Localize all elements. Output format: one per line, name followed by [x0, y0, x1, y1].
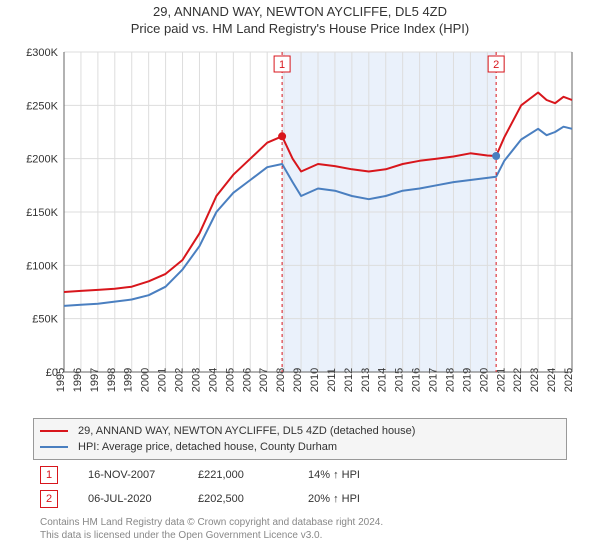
svg-text:1999: 1999 [123, 368, 135, 392]
svg-text:2008: 2008 [275, 368, 287, 392]
svg-text:2015: 2015 [394, 368, 406, 392]
attribution-line: This data is licensed under the Open Gov… [40, 529, 560, 542]
svg-text:2021: 2021 [495, 368, 507, 392]
svg-text:2018: 2018 [444, 368, 456, 392]
svg-text:2014: 2014 [377, 368, 389, 392]
sale-price: £202,500 [198, 493, 278, 505]
svg-text:2020: 2020 [478, 368, 490, 392]
svg-text:2019: 2019 [461, 368, 473, 392]
price-chart: £0£50K£100K£150K£200K£250K£300K199519961… [20, 42, 580, 412]
attribution-line: Contains HM Land Registry data © Crown c… [40, 516, 560, 529]
legend-item: HPI: Average price, detached house, Coun… [40, 439, 560, 455]
legend-label: HPI: Average price, detached house, Coun… [78, 439, 337, 455]
sale-date: 06-JUL-2020 [88, 493, 168, 505]
svg-text:1996: 1996 [72, 368, 84, 392]
svg-text:1: 1 [279, 59, 285, 71]
svg-text:2006: 2006 [241, 368, 253, 392]
svg-text:£200K: £200K [26, 154, 58, 166]
svg-text:1997: 1997 [89, 368, 101, 392]
table-row: 1 16-NOV-2007 £221,000 14% ↑ HPI [40, 466, 560, 484]
sale-delta: 20% ↑ HPI [308, 493, 388, 505]
svg-text:2017: 2017 [428, 368, 440, 392]
marker-badge: 2 [40, 490, 58, 508]
legend-swatch [40, 446, 68, 448]
svg-text:2: 2 [493, 59, 499, 71]
svg-text:2001: 2001 [157, 368, 169, 392]
svg-text:£300K: £300K [26, 47, 58, 59]
svg-text:2009: 2009 [292, 368, 304, 392]
legend-item: 29, ANNAND WAY, NEWTON AYCLIFFE, DL5 4ZD… [40, 423, 560, 439]
page-subtitle: Price paid vs. HM Land Registry's House … [0, 21, 600, 36]
svg-text:2016: 2016 [411, 368, 423, 392]
legend: 29, ANNAND WAY, NEWTON AYCLIFFE, DL5 4ZD… [33, 418, 567, 460]
svg-text:2022: 2022 [512, 368, 524, 392]
svg-text:2013: 2013 [360, 368, 372, 392]
sale-delta: 14% ↑ HPI [308, 469, 388, 481]
svg-text:2012: 2012 [343, 368, 355, 392]
svg-text:2025: 2025 [563, 368, 575, 392]
svg-text:£250K: £250K [26, 100, 58, 112]
svg-text:2010: 2010 [309, 368, 321, 392]
svg-text:£50K: £50K [32, 314, 58, 326]
marker-badge: 1 [40, 466, 58, 484]
svg-text:1998: 1998 [106, 368, 118, 392]
svg-text:2007: 2007 [258, 368, 270, 392]
sale-price: £221,000 [198, 469, 278, 481]
sales-table: 1 16-NOV-2007 £221,000 14% ↑ HPI 2 06-JU… [40, 466, 560, 508]
page-title: 29, ANNAND WAY, NEWTON AYCLIFFE, DL5 4ZD [0, 4, 600, 19]
legend-swatch [40, 430, 68, 432]
svg-text:1995: 1995 [55, 368, 67, 392]
table-row: 2 06-JUL-2020 £202,500 20% ↑ HPI [40, 490, 560, 508]
svg-text:2000: 2000 [140, 368, 152, 392]
svg-text:2024: 2024 [546, 368, 558, 392]
svg-text:2002: 2002 [174, 368, 186, 392]
sale-date: 16-NOV-2007 [88, 469, 168, 481]
legend-label: 29, ANNAND WAY, NEWTON AYCLIFFE, DL5 4ZD… [78, 423, 415, 439]
svg-text:2003: 2003 [190, 368, 202, 392]
svg-text:£100K: £100K [26, 260, 58, 272]
svg-text:2023: 2023 [529, 368, 541, 392]
svg-text:2004: 2004 [207, 368, 219, 392]
svg-text:£150K: £150K [26, 207, 58, 219]
attribution: Contains HM Land Registry data © Crown c… [40, 516, 560, 542]
svg-text:2005: 2005 [224, 368, 236, 392]
